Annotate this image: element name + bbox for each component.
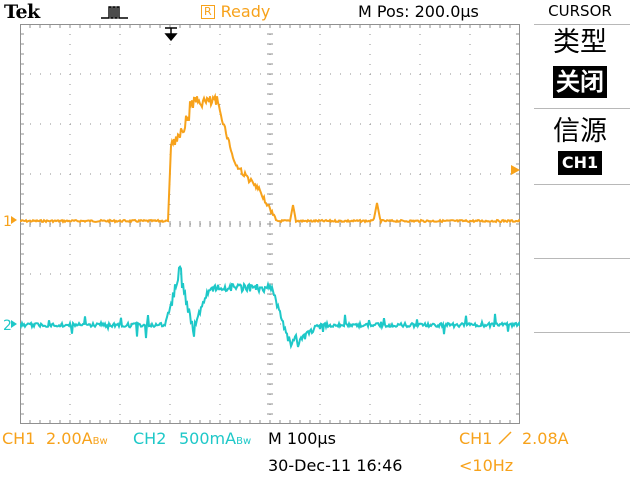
menu-divider xyxy=(534,332,630,333)
trigger-level: 2.08A xyxy=(522,429,569,448)
menu-divider xyxy=(534,24,630,25)
acquisition-status: R Ready xyxy=(201,2,270,21)
ch1-waveform xyxy=(20,92,520,225)
graticule xyxy=(20,24,520,424)
trigger-frequency: <10Hz xyxy=(459,456,514,475)
menu-divider xyxy=(534,108,630,109)
timebase: M 100µs xyxy=(268,429,336,448)
menu-title: CURSOR xyxy=(548,2,612,20)
date-time: 30-Dec-11 16:46 xyxy=(268,456,403,475)
horizontal-position: M Pos: 200.0µs xyxy=(358,2,479,21)
ch1-ground-marker: 1 xyxy=(3,214,12,230)
acquisition-status-text: Ready xyxy=(220,2,271,21)
menu-item-type-label: 类型 xyxy=(553,27,607,58)
ch2-scale: 500mABw xyxy=(179,429,252,448)
readout-bar: CH1 2.00ABw CH2 500mABw M 100µs CH1 2.08… xyxy=(0,424,640,480)
rising-edge-icon xyxy=(498,431,512,445)
acquisition-indicator: R xyxy=(201,5,215,19)
brand-logo: Tek xyxy=(4,1,40,23)
ch1-marker-arrow-icon xyxy=(11,216,17,224)
menu-item-source-value: CH1 xyxy=(520,151,640,175)
ch1-scale: 2.00ABw xyxy=(46,429,108,448)
ch2-label: CH2 xyxy=(133,429,167,448)
status-bar: Tek R Ready M Pos: 200.0µs xyxy=(0,0,640,24)
ch2-waveform xyxy=(20,264,520,350)
menu-item-type-value: 关闭 xyxy=(520,66,640,98)
menu-item-source-label: 信源 xyxy=(553,116,607,147)
side-menu: CURSOR 类型 关闭 信源 CH1 xyxy=(520,0,640,424)
waveform-display xyxy=(20,24,520,424)
trigger-source: CH1 xyxy=(459,429,493,448)
ch1-label: CH1 xyxy=(2,429,36,448)
menu-divider xyxy=(534,258,630,259)
ch2-marker-arrow-icon xyxy=(11,320,17,328)
ch2-ground-marker: 2 xyxy=(3,318,12,334)
menu-divider xyxy=(534,184,630,185)
trigger-pulse-icon xyxy=(101,6,128,19)
